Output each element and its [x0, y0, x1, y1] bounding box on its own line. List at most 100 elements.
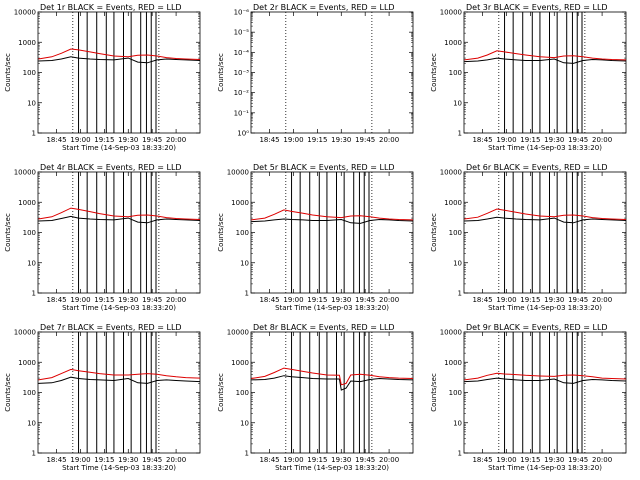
series-line-lld: [464, 50, 627, 61]
panel-chart-svg: Det 8r BLACK = Events, RED = LLD Counts/s…: [217, 323, 414, 472]
panel-title: Det 6r BLACK = Events, RED = LLD: [466, 163, 608, 172]
x-axis-label: Start Time (14-Sep-03 18:33:20): [62, 304, 176, 312]
x-tick-label: 19:45: [355, 136, 375, 144]
x-tick-label: 19:45: [568, 456, 588, 464]
y-tick-label: 10000: [14, 9, 36, 17]
plot-frame: [37, 331, 201, 454]
x-tick-label: 19:30: [331, 296, 351, 304]
y-tick-label: 100: [23, 229, 36, 237]
detector-panel: Det 8r BLACK = Events, RED = LLD Counts/s…: [213, 320, 426, 480]
plot-frame: [463, 11, 627, 134]
y-tick-label: 100: [236, 389, 249, 397]
y-tick-label: 1000: [18, 39, 36, 47]
x-tick-label: 20:00: [379, 136, 399, 144]
y-tick-label: 10000: [14, 329, 36, 337]
series-line-events: [464, 377, 627, 384]
y-tick-label: 10: [27, 99, 36, 107]
y-tick-label: 1: [32, 450, 36, 458]
panel-title: Det 7r BLACK = Events, RED = LLD: [40, 323, 182, 332]
y-axis-label: Counts/sec: [430, 53, 438, 92]
x-tick-label: 18:45: [46, 456, 66, 464]
x-tick-label: 19:15: [520, 456, 540, 464]
x-axis-label: Start Time (14-Sep-03 18:33:20): [62, 464, 176, 472]
y-axis-label: Counts/sec: [217, 373, 225, 412]
x-tick-label: 19:45: [142, 456, 162, 464]
y-tick-label: 10: [240, 419, 249, 427]
x-tick-label: 19:45: [142, 296, 162, 304]
x-tick-label: 19:30: [544, 456, 564, 464]
x-tick-label: 19:00: [283, 456, 303, 464]
x-tick-label: 19:15: [520, 136, 540, 144]
panel-title: Det 4r BLACK = Events, RED = LLD: [40, 163, 182, 172]
y-tick-label: 10: [27, 259, 36, 267]
y-tick-label: 10000: [440, 169, 462, 177]
x-tick-label: 19:30: [118, 456, 138, 464]
y-tick-label: 1: [32, 130, 36, 138]
x-tick-label: 19:45: [568, 296, 588, 304]
x-tick-label: 19:30: [544, 296, 564, 304]
series-line-events: [251, 218, 414, 224]
y-tick-label: 10: [453, 99, 462, 107]
plot-frame: [250, 331, 414, 454]
y-tick-label: 1000: [444, 39, 462, 47]
series-line-lld: [251, 367, 414, 386]
x-tick-label: 18:45: [472, 136, 492, 144]
y-tick-label: 100: [23, 389, 36, 397]
x-tick-label: 20:00: [166, 136, 186, 144]
y-tick-label: 10: [453, 259, 462, 267]
x-tick-label: 20:00: [166, 296, 186, 304]
panel-chart-svg: Det 9r BLACK = Events, RED = LLD Counts/s…: [430, 323, 627, 472]
y-tick-label: 100: [449, 69, 462, 77]
detector-panel: Det 2r BLACK = Events, RED = LLD Counts/s…: [213, 0, 426, 160]
y-tick-label: 1000: [444, 199, 462, 207]
y-tick-label: 10⁻³: [234, 69, 250, 77]
y-tick-label: 100: [23, 69, 36, 77]
panel-chart-svg: Det 2r BLACK = Events, RED = LLD Counts/s…: [217, 3, 414, 144]
y-tick-label: 100: [449, 229, 462, 237]
y-axis-label: Counts/sec: [217, 213, 225, 252]
detector-panel: Det 3r BLACK = Events, RED = LLD Counts/s…: [426, 0, 639, 160]
y-tick-label: 10: [27, 419, 36, 427]
plot-frame: [463, 331, 627, 454]
panel-chart-svg: Det 3r BLACK = Events, RED = LLD Counts/s…: [430, 3, 627, 152]
x-tick-label: 20:00: [379, 456, 399, 464]
panel-chart-svg: Det 6r BLACK = Events, RED = LLD Counts/s…: [430, 163, 627, 312]
x-tick-label: 18:45: [46, 296, 66, 304]
plot-frame: [250, 11, 414, 134]
y-axis-label: Counts/sec: [217, 53, 225, 92]
series-line-events: [38, 215, 201, 224]
x-tick-label: 19:15: [94, 296, 114, 304]
plot-frame: [250, 171, 414, 294]
series-line-lld: [38, 48, 201, 60]
y-tick-label: 1: [245, 450, 249, 458]
detector-panel: Det 9r BLACK = Events, RED = LLD Counts/s…: [426, 320, 639, 480]
x-tick-label: 19:15: [520, 296, 540, 304]
y-tick-label: 1000: [231, 199, 249, 207]
y-tick-label: 10⁻⁵: [234, 29, 250, 37]
plot-frame: [37, 171, 201, 294]
x-tick-label: 19:00: [496, 136, 516, 144]
x-tick-label: 19:15: [307, 456, 327, 464]
plot-frame: [37, 11, 201, 134]
x-tick-label: 20:00: [379, 296, 399, 304]
x-tick-label: 18:45: [472, 296, 492, 304]
plot-frame: [463, 171, 627, 294]
y-tick-label: 10: [240, 259, 249, 267]
series-line-lld: [38, 207, 201, 220]
panel-title: Det 1r BLACK = Events, RED = LLD: [40, 3, 182, 12]
x-tick-label: 19:45: [142, 136, 162, 144]
panel-title: Det 8r BLACK = Events, RED = LLD: [253, 323, 395, 332]
x-tick-label: 18:45: [259, 456, 279, 464]
x-tick-label: 20:00: [166, 456, 186, 464]
x-tick-label: 20:00: [592, 296, 612, 304]
y-tick-label: 100: [449, 389, 462, 397]
series-line-lld: [464, 372, 627, 381]
y-tick-label: 10000: [440, 9, 462, 17]
x-tick-label: 19:30: [118, 296, 138, 304]
x-tick-label: 19:45: [568, 136, 588, 144]
panel-title: Det 5r BLACK = Events, RED = LLD: [253, 163, 395, 172]
y-tick-label: 10: [453, 419, 462, 427]
y-tick-label: 1: [458, 450, 462, 458]
y-axis-label: Counts/sec: [430, 213, 438, 252]
